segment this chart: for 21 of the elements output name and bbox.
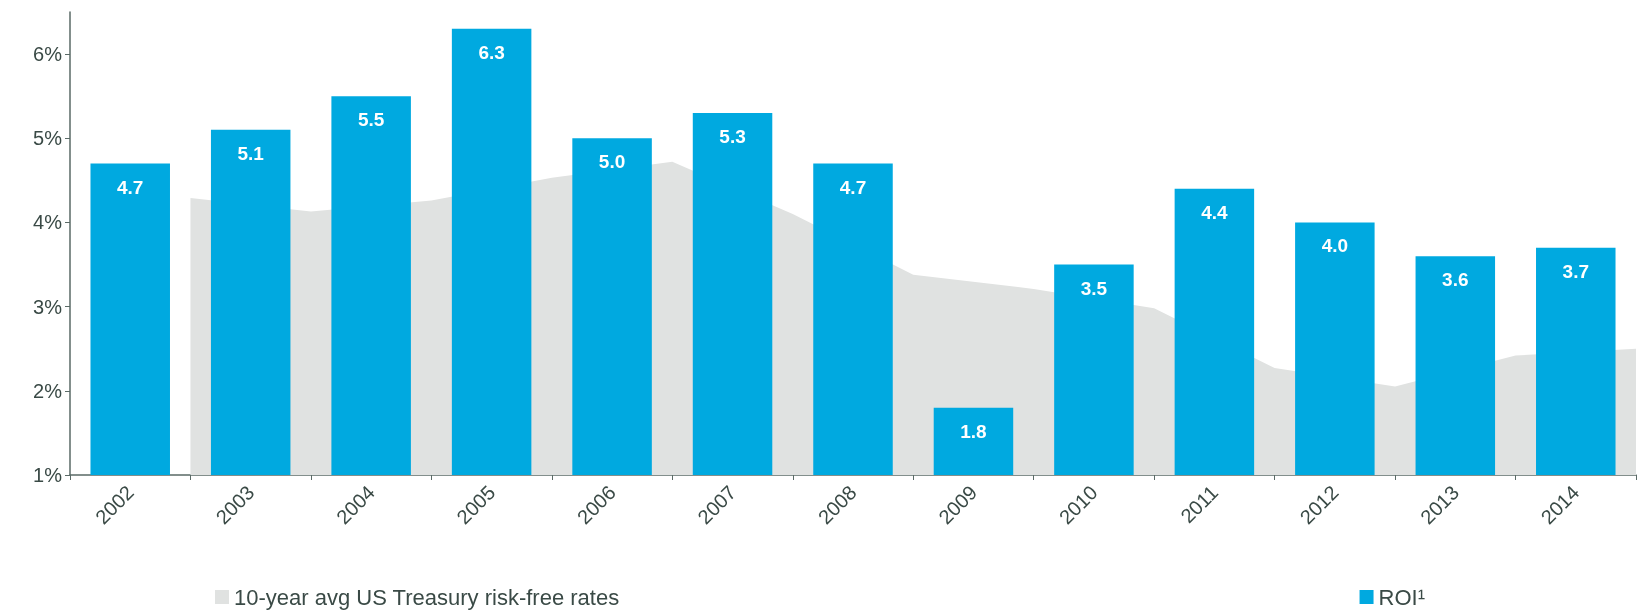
y-tick-label: 4% [33, 211, 63, 234]
data-label: 4.0 [1321, 235, 1349, 257]
y-tick-label: 6% [33, 43, 63, 66]
data-label: 4.7 [117, 176, 144, 198]
y-tick-label: 3% [33, 295, 63, 318]
data-label: 5.1 [237, 142, 265, 164]
data-label: 3.5 [1080, 277, 1108, 299]
data-label: 3.6 [1442, 269, 1469, 291]
data-label: 5.5 [357, 109, 385, 131]
legend-label: ROI¹ [1378, 584, 1425, 610]
data-label: 4.7 [839, 176, 867, 198]
y-tick-label: 2% [33, 379, 63, 402]
data-label: 6.3 [478, 41, 505, 63]
data-label: 5.0 [598, 151, 626, 173]
legend-label: 10-year avg US Treasury risk-free rates [234, 584, 620, 610]
y-tick-label: 1% [33, 464, 63, 486]
data-label: 5.3 [719, 126, 746, 148]
data-label: 3.7 [1562, 260, 1589, 282]
data-label: 1.8 [960, 420, 987, 442]
y-tick-label: 5% [33, 127, 63, 150]
data-label: 4.4 [1201, 201, 1229, 223]
